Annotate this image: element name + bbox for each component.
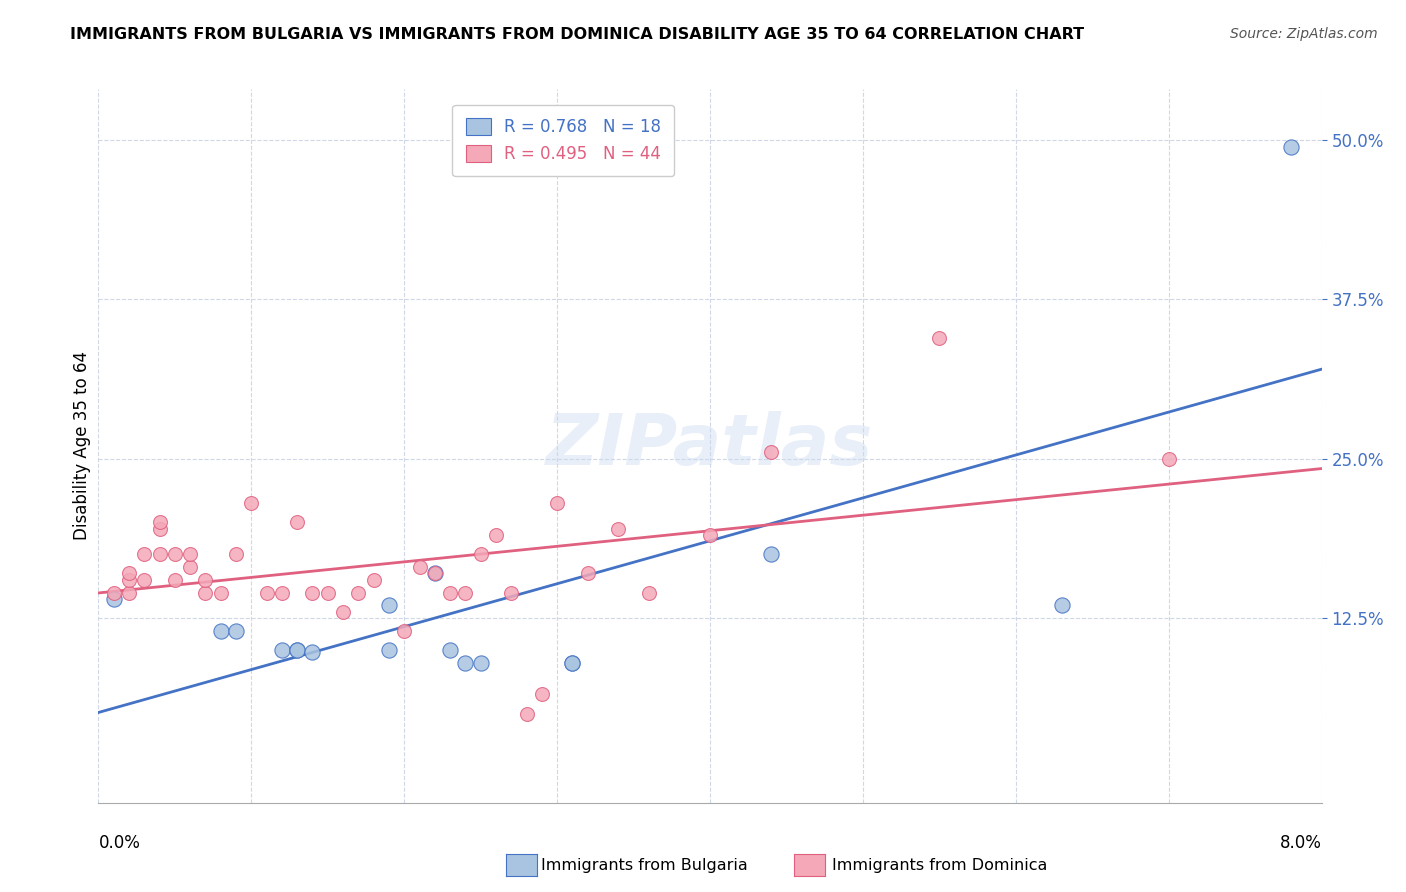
Point <box>928 331 950 345</box>
Point <box>470 656 492 670</box>
Point <box>149 547 172 561</box>
Point <box>501 585 523 599</box>
Point <box>454 656 477 670</box>
Point <box>439 643 461 657</box>
Point <box>103 591 125 606</box>
Point <box>561 656 583 670</box>
Point <box>1050 599 1073 613</box>
Point <box>194 573 217 587</box>
Point <box>134 547 156 561</box>
Point <box>225 547 247 561</box>
Point <box>149 522 172 536</box>
Point <box>134 573 156 587</box>
Point <box>225 624 247 638</box>
Point <box>485 528 508 542</box>
Point <box>163 547 186 561</box>
Point <box>285 516 308 530</box>
Point <box>423 566 446 581</box>
Point <box>209 624 232 638</box>
Y-axis label: Disability Age 35 to 64: Disability Age 35 to 64 <box>73 351 91 541</box>
Point <box>759 445 782 459</box>
Text: IMMIGRANTS FROM BULGARIA VS IMMIGRANTS FROM DOMINICA DISABILITY AGE 35 TO 64 COR: IMMIGRANTS FROM BULGARIA VS IMMIGRANTS F… <box>70 27 1084 42</box>
Point <box>149 516 172 530</box>
Point <box>332 605 354 619</box>
Point <box>194 585 217 599</box>
Point <box>285 643 308 657</box>
Point <box>163 573 186 587</box>
Point <box>256 585 278 599</box>
Point <box>439 585 461 599</box>
Point <box>1279 139 1302 153</box>
Point <box>209 585 232 599</box>
Point <box>699 528 721 542</box>
Point <box>118 566 141 581</box>
Point <box>470 547 492 561</box>
Point <box>561 656 583 670</box>
Point <box>285 643 308 657</box>
Point <box>179 547 201 561</box>
Point <box>392 624 416 638</box>
Text: 8.0%: 8.0% <box>1279 834 1322 852</box>
Text: Source: ZipAtlas.com: Source: ZipAtlas.com <box>1230 27 1378 41</box>
Point <box>607 522 630 536</box>
Point <box>240 496 263 510</box>
Text: Immigrants from Bulgaria: Immigrants from Bulgaria <box>541 858 748 872</box>
Point <box>637 585 661 599</box>
Point <box>301 585 323 599</box>
Point <box>301 645 323 659</box>
Point <box>530 688 553 702</box>
Point <box>516 706 538 721</box>
Point <box>179 560 201 574</box>
Text: Immigrants from Dominica: Immigrants from Dominica <box>832 858 1047 872</box>
Point <box>454 585 477 599</box>
Point <box>118 573 141 587</box>
Point <box>546 496 568 510</box>
Point <box>118 585 141 599</box>
Point <box>270 585 294 599</box>
Text: ZIPatlas: ZIPatlas <box>547 411 873 481</box>
Point <box>378 643 401 657</box>
Point <box>363 573 385 587</box>
Point <box>759 547 782 561</box>
Point <box>423 566 446 581</box>
Point <box>347 585 370 599</box>
Point <box>408 560 430 574</box>
Legend: R = 0.768   N = 18, R = 0.495   N = 44: R = 0.768 N = 18, R = 0.495 N = 44 <box>453 104 675 176</box>
Point <box>1157 451 1180 466</box>
Point <box>576 566 599 581</box>
Text: 0.0%: 0.0% <box>98 834 141 852</box>
Point <box>378 599 401 613</box>
Point <box>270 643 294 657</box>
Point <box>316 585 339 599</box>
Point <box>103 585 125 599</box>
